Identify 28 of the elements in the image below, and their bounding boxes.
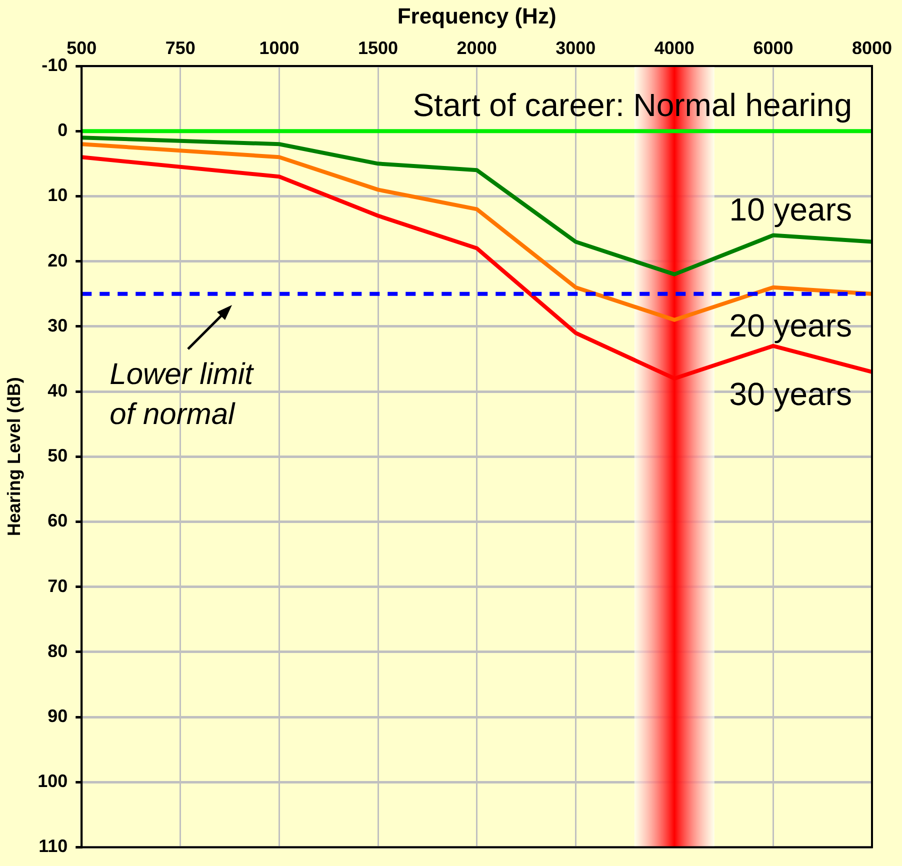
- y-tick-label: 60: [48, 510, 68, 531]
- x-tick-label: 6000: [753, 38, 794, 58]
- series-label: 10 years: [729, 192, 852, 228]
- y-tick-label: 30: [48, 315, 68, 336]
- y-tick-label: 70: [48, 576, 68, 596]
- y-tick-label: 110: [38, 836, 68, 856]
- y-tick-label: -10: [42, 54, 68, 75]
- x-tick-label: 3000: [556, 38, 596, 58]
- y-tick-label: 20: [48, 250, 68, 270]
- x-tick-label: 8000: [852, 38, 892, 58]
- x-axis-title: Frequency (Hz): [397, 3, 556, 28]
- x-tick-label: 750: [165, 38, 196, 58]
- y-tick-label: 100: [38, 771, 68, 792]
- series-label: 20 years: [729, 308, 852, 344]
- x-tick-label: 1500: [358, 38, 398, 58]
- y-tick-label: 40: [48, 380, 68, 400]
- y-axis-title: Hearing Level (dB): [4, 377, 24, 536]
- y-tick-label: 90: [48, 706, 68, 726]
- x-tick-label: 500: [66, 38, 97, 58]
- ref-line-label: Lower limit of normal: [110, 358, 255, 431]
- x-tick-label: 1000: [259, 38, 300, 58]
- series-label: 30 years: [729, 376, 852, 412]
- x-tick-label: 4000: [654, 38, 694, 58]
- y-tick-label: 80: [48, 640, 68, 661]
- y-tick-label: 50: [48, 446, 68, 466]
- y-tick-label: 0: [58, 120, 68, 140]
- y-tick-label: 10: [48, 185, 68, 206]
- x-tick-label: 2000: [456, 38, 497, 58]
